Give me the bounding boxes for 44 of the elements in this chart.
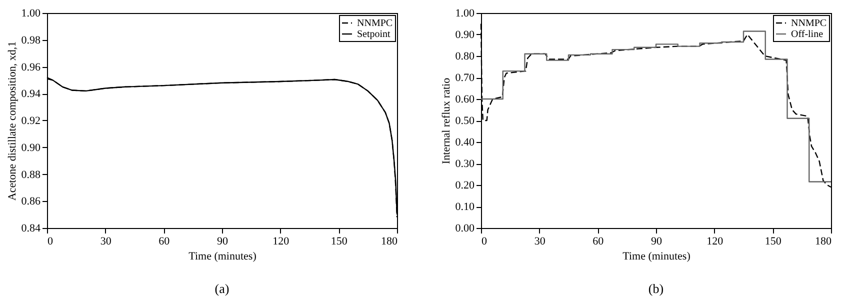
x-tick-label: 60 — [158, 236, 170, 248]
x-tick-label: 30 — [534, 236, 546, 248]
x-tick-label: 120 — [272, 236, 290, 248]
x-tick-label: 0 — [48, 236, 54, 248]
y-tick-label: 0.20 — [455, 180, 475, 192]
x-tick-label: 30 — [100, 236, 112, 248]
y-tick-label: 0.10 — [455, 201, 475, 213]
y-tick-label: 0.94 — [21, 88, 41, 100]
y-tick-label: 1.00 — [455, 8, 475, 20]
x-axis-title: Time (minutes) — [622, 250, 691, 262]
y-tick-label: 0.84 — [21, 222, 41, 234]
x-tick-label: 150 — [330, 236, 348, 248]
x-tick-label: 180 — [815, 236, 832, 248]
legend-label: NNMPC — [357, 18, 393, 29]
x-tick-label: 120 — [706, 236, 724, 248]
text: (a) — [214, 281, 230, 296]
x-tick-label: 90 — [651, 236, 662, 248]
y-tick-label: 0.80 — [455, 50, 475, 62]
y-axis-title: Internal reflux ratio — [440, 77, 452, 164]
y-tick-label: 0.88 — [21, 168, 41, 181]
y-tick-label: 0.96 — [21, 61, 41, 74]
legend-label: Off-line — [791, 29, 824, 40]
y-tick-label: 0.00 — [455, 222, 475, 234]
y-tick-label: 0.86 — [21, 196, 41, 208]
y-tick-label: 0.92 — [21, 115, 40, 127]
y-tick-label: 0.90 — [21, 142, 41, 154]
y-tick-label: 0.50 — [455, 115, 475, 127]
legend-label: NNMPC — [791, 18, 827, 29]
y-tick-label: 0.70 — [455, 72, 475, 84]
x-tick-label: 60 — [592, 236, 604, 248]
x-tick-label: 180 — [381, 236, 398, 248]
y-axis-title: Acetone distillate composition, xd,1 — [6, 41, 18, 201]
y-tick-label: 0.40 — [455, 136, 475, 148]
y-tick-label: 0.90 — [455, 29, 475, 41]
y-tick-label: 1.00 — [21, 8, 41, 20]
x-axis-title: Time (minutes) — [188, 250, 257, 262]
legend-label: Setpoint — [357, 29, 391, 40]
y-tick-label: 0.30 — [455, 158, 475, 170]
y-tick-label: 0.98 — [21, 34, 41, 46]
text: (b) — [648, 281, 664, 296]
y-tick-label: 0.60 — [455, 94, 475, 106]
x-tick-label: 150 — [764, 236, 782, 248]
x-tick-label: 90 — [217, 236, 228, 248]
x-tick-label: 0 — [482, 236, 488, 248]
